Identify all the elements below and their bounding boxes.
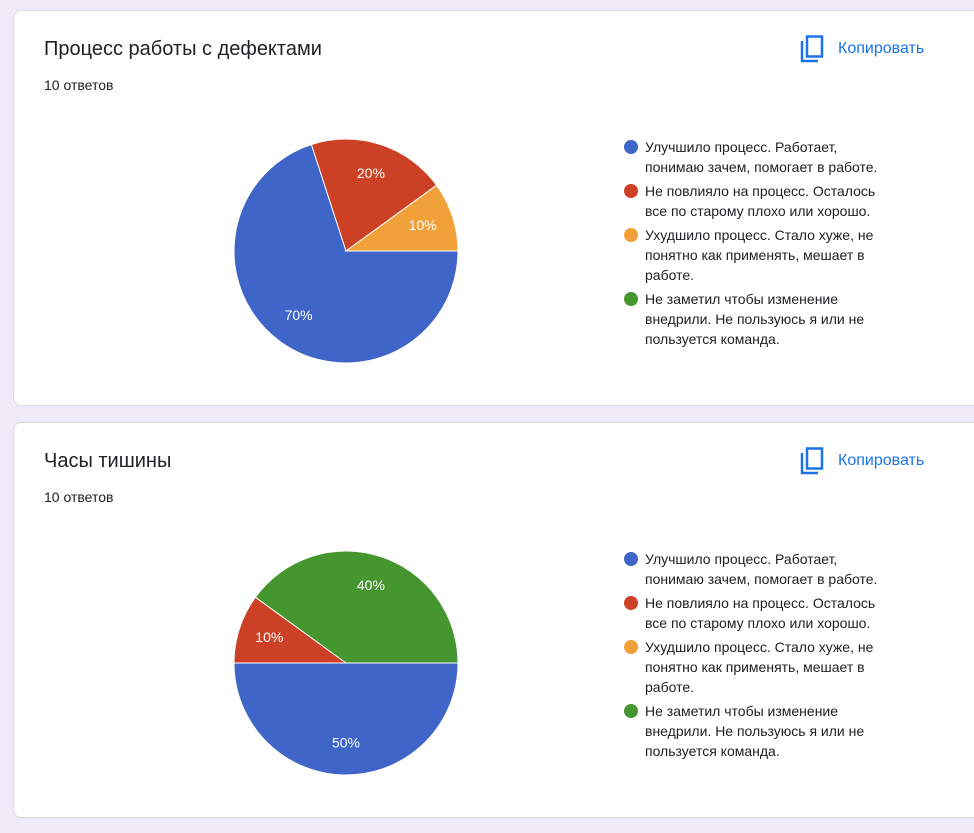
legend-item: Улучшило процесс. Работает, понимаю заче…: [624, 549, 894, 589]
pie-slice: [310, 138, 438, 252]
legend-item: Не заметил чтобы изменение внедрили. Не …: [624, 289, 894, 349]
icon-shape: [805, 447, 824, 470]
copy-icon: [800, 447, 824, 475]
legend-label: Не повлияло на процесс. Осталось все по …: [645, 183, 876, 219]
legend-item: Ухудшило процесс. Стало хуже, не понятно…: [624, 637, 894, 697]
legend-label: Ухудшило процесс. Стало хуже, не понятно…: [645, 639, 874, 695]
slice-label: 70%: [285, 307, 313, 323]
copy-icon: [800, 35, 824, 63]
icon-shape: [805, 35, 824, 58]
legend: Улучшило процесс. Работает, понимаю заче…: [624, 549, 894, 765]
pie-chart: 70% 20% 10%: [233, 138, 459, 364]
card-title: Часы тишины: [44, 450, 172, 472]
legend-label: Не заметил чтобы изменение внедрили. Не …: [645, 703, 865, 759]
copy-label: Копировать: [838, 40, 925, 57]
legend-label: Не повлияло на процесс. Осталось все по …: [645, 595, 876, 631]
legend-item: Не повлияло на процесс. Осталось все по …: [624, 593, 894, 633]
response-count: 10 ответов: [44, 489, 114, 505]
card: Процесс работы с дефектами 10 ответов Копи…: [13, 10, 974, 406]
legend-swatch: [624, 704, 638, 718]
slice-label: 10%: [255, 629, 283, 645]
legend-item: Ухудшило процесс. Стало хуже, не понятно…: [624, 225, 894, 285]
icon-shape: [800, 41, 818, 63]
pie-slice: [233, 143, 459, 364]
slice-label: 10%: [409, 217, 437, 233]
slice-label: 50%: [332, 734, 360, 750]
pie-chart: 50% 10% 40%: [233, 550, 459, 776]
pie-slice: [233, 662, 459, 776]
legend-label: Не заметил чтобы изменение внедрили. Не …: [645, 291, 865, 347]
legend-item: Не повлияло на процесс. Осталось все по …: [624, 181, 894, 221]
slice-label: 20%: [357, 165, 385, 181]
icon-shape: [800, 453, 818, 475]
legend-swatch: [624, 596, 638, 610]
slice-label: 40%: [357, 577, 385, 593]
copy-label: Копировать: [838, 452, 925, 469]
legend-item: Не заметил чтобы изменение внедрили. Не …: [624, 701, 894, 761]
copy-button[interactable]: Копировать: [800, 447, 924, 475]
legend-swatch: [624, 552, 638, 566]
legend-swatch: [624, 184, 638, 198]
legend-swatch: [624, 640, 638, 654]
card: Часы тишины 10 ответов Копировать 50% 10% 40%…: [13, 422, 974, 818]
legend-label: Улучшило процесс. Работает, понимаю заче…: [645, 139, 878, 175]
response-count: 10 ответов: [44, 77, 114, 93]
pie-slice: [344, 184, 459, 252]
legend-item: Улучшило процесс. Работает, понимаю заче…: [624, 137, 894, 177]
pie-slice: [254, 550, 459, 664]
legend: Улучшило процесс. Работает, понимаю заче…: [624, 137, 894, 353]
copy-button[interactable]: Копировать: [800, 35, 924, 63]
legend-swatch: [624, 228, 638, 242]
card-title: Процесс работы с дефектами: [44, 38, 322, 60]
legend-swatch: [624, 140, 638, 154]
legend-swatch: [624, 292, 638, 306]
legend-label: Ухудшило процесс. Стало хуже, не понятно…: [645, 227, 874, 283]
legend-label: Улучшило процесс. Работает, понимаю заче…: [645, 551, 878, 587]
